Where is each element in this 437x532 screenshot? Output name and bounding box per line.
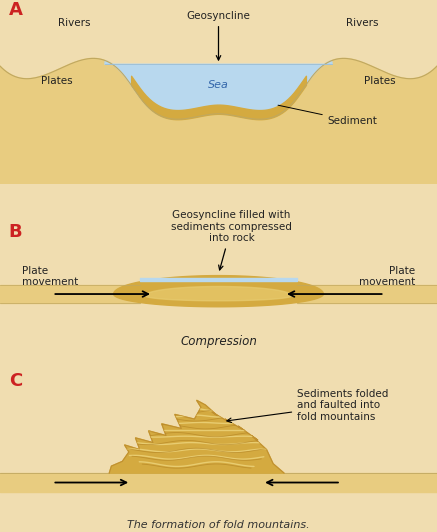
Text: C: C [9,372,22,390]
Text: B: B [9,223,22,241]
Polygon shape [145,287,292,301]
Text: Rivers: Rivers [347,18,379,28]
Polygon shape [0,59,437,184]
Polygon shape [297,285,437,303]
Text: The formation of fold mountains.: The formation of fold mountains. [127,520,310,530]
Polygon shape [105,61,332,119]
Text: Sea: Sea [208,80,229,90]
Text: Rivers: Rivers [58,18,90,28]
Text: Plate
movement: Plate movement [22,265,78,287]
Text: Geosyncline: Geosyncline [187,11,250,60]
Polygon shape [114,276,323,307]
Text: Plates: Plates [364,77,396,86]
Polygon shape [0,285,140,303]
Text: Sediment: Sediment [278,105,378,126]
Text: Plate
movement: Plate movement [359,265,415,287]
Text: Geosyncline filled with
sediments compressed
into rock: Geosyncline filled with sediments compre… [171,210,292,270]
Text: Sediments folded
and faulted into
fold mountains: Sediments folded and faulted into fold m… [227,388,388,422]
Text: A: A [9,1,23,19]
Text: Plates: Plates [41,77,73,86]
Polygon shape [109,400,284,473]
Text: Compression: Compression [180,335,257,348]
